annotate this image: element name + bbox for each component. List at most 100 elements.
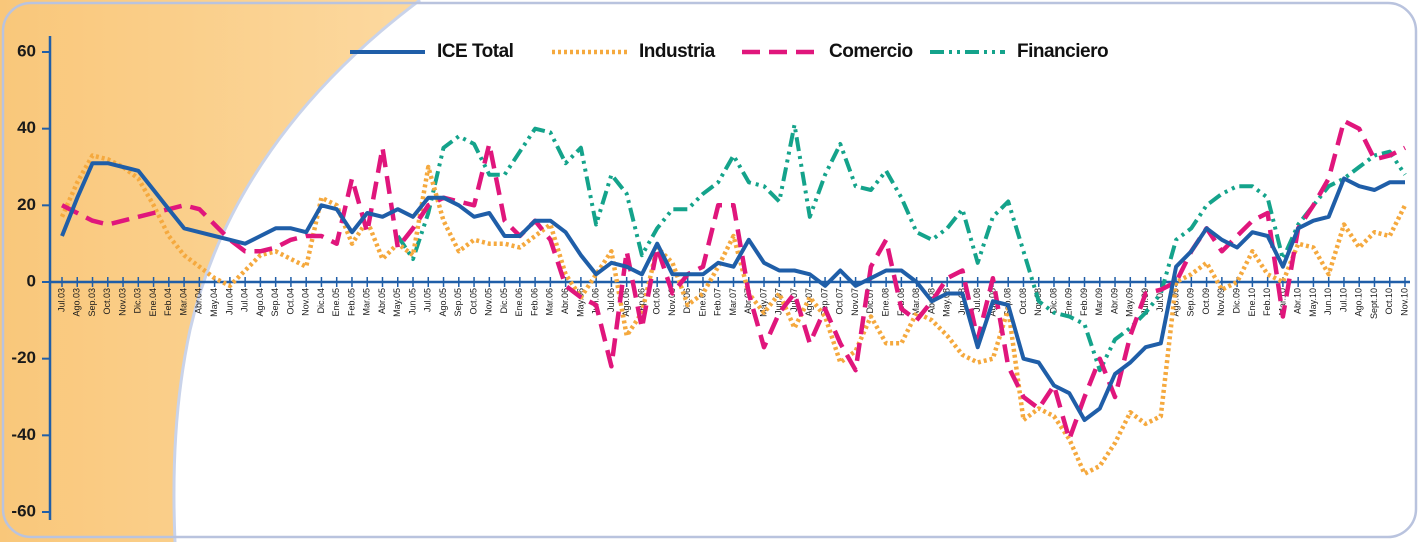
x-tick-label: Mar.07 — [728, 288, 738, 316]
x-tick-label: Mar.09 — [1094, 288, 1104, 316]
series-line — [396, 122, 1407, 373]
legend-label: Comercio — [829, 41, 913, 62]
x-tick-label: Abr.06 — [560, 288, 570, 314]
x-tick-label: May.10 — [1308, 288, 1318, 317]
x-tick-label: Dic.05 — [499, 288, 509, 314]
x-tick-label: Jul.10 — [1338, 288, 1348, 312]
series-line — [60, 161, 1405, 422]
x-tick-label: Mar.10 — [1277, 288, 1287, 316]
x-tick-label: Sep.08 — [1003, 288, 1013, 317]
x-tick-label: Mar.04 — [178, 288, 188, 316]
x-tick-label: Jul.06 — [606, 288, 616, 312]
x-tick-label: Oct.07 — [835, 288, 845, 315]
x-tick-label: Ago.07 — [804, 288, 814, 317]
x-tick-label: Feb.07 — [713, 288, 723, 316]
x-tick-label: Ago.05 — [438, 288, 448, 317]
y-tick-label: -20 — [11, 348, 36, 367]
x-tick-label: Jul.03 — [56, 288, 66, 312]
x-tick-label: Feb.04 — [163, 288, 173, 316]
y-tick-label: 60 — [17, 41, 36, 60]
x-tick-label: Oct.05 — [468, 288, 478, 315]
x-tick-label: Jun.04 — [224, 288, 234, 315]
x-tick-label: Abr.09 — [1109, 288, 1119, 314]
x-tick-label: Abr.05 — [377, 288, 387, 314]
x-tick-label: Abr.07 — [743, 288, 753, 314]
x-tick-label: Ago.10 — [1354, 288, 1364, 317]
x-tick-label: Ene.07 — [697, 288, 707, 317]
x-tick-label: Jul.04 — [240, 288, 250, 312]
x-tick-label: Ene.10 — [1247, 288, 1257, 317]
series-line — [60, 118, 1407, 442]
x-tick-label: Mar.08 — [911, 288, 921, 316]
x-tick-label: Mar.05 — [362, 288, 372, 316]
x-tick-label: Ene.04 — [148, 288, 158, 317]
y-tick-label: -40 — [11, 425, 36, 444]
x-tick-label: Ene.09 — [1064, 288, 1074, 317]
x-tick-label: Oct.06 — [652, 288, 662, 315]
x-tick-label: Mar.06 — [545, 288, 555, 316]
series-line — [59, 153, 1408, 476]
y-tick-label: -60 — [11, 501, 36, 520]
x-tick-label: May.04 — [209, 288, 219, 317]
x-tick-label: Ago.06 — [621, 288, 631, 317]
x-tick-label: May.09 — [1125, 288, 1135, 317]
x-tick-label: Oct.03 — [102, 288, 112, 315]
x-tick-label: Nov.07 — [850, 288, 860, 316]
x-tick-label: Jul.07 — [789, 288, 799, 312]
y-tick-label: 0 — [27, 271, 36, 290]
x-tick-label: May.06 — [575, 288, 585, 317]
x-tick-label: Sept.10 — [1369, 288, 1379, 319]
x-tick-label: Jul.08 — [972, 288, 982, 312]
x-tick-label: May.07 — [758, 288, 768, 317]
background-swoosh — [0, 0, 420, 542]
x-tick-label: Nov.10 — [1399, 288, 1409, 316]
x-tick-label: Jun.10 — [1323, 288, 1333, 315]
x-tick-label: Ago.04 — [255, 288, 265, 317]
x-tick-label: Ene.05 — [331, 288, 341, 317]
x-tick-label: Sep.04 — [270, 288, 280, 317]
x-tick-label: Jun.06 — [591, 288, 601, 315]
x-tick-label: Sep.07 — [819, 288, 829, 317]
x-tick-label: Ago.03 — [72, 288, 82, 317]
x-tick-label: Ene.08 — [880, 288, 890, 317]
x-tick-label: Sep.05 — [453, 288, 463, 317]
x-tick-label: Nov.05 — [484, 288, 494, 316]
x-tick-label: Oct.09 — [1201, 288, 1211, 315]
x-tick-label: Nov.04 — [301, 288, 311, 316]
x-tick-label: Sep.06 — [636, 288, 646, 317]
legend: ICE Total Industria Comercio Financiero — [350, 41, 1109, 62]
x-tick-label: May.05 — [392, 288, 402, 317]
x-tick-label: Abr.10 — [1293, 288, 1303, 314]
x-tick-label: Jul.09 — [1155, 288, 1165, 312]
x-tick-label: Nov.06 — [667, 288, 677, 316]
x-tick-label: Dic.03 — [133, 288, 143, 314]
x-tick-label: Feb.09 — [1079, 288, 1089, 316]
x-tick-label: Sep.03 — [87, 288, 97, 317]
x-tick-label: Jul.05 — [423, 288, 433, 312]
x-tick-label: Dic.04 — [316, 288, 326, 314]
x-tick-label: Dic.06 — [682, 288, 692, 314]
swoosh-edge — [172, 0, 421, 543]
x-tick-label: Feb.05 — [346, 288, 356, 316]
x-tick-label: Dic.07 — [865, 288, 875, 314]
x-tick-label: Feb.10 — [1262, 288, 1272, 316]
x-tick-label: Ene.06 — [514, 288, 524, 317]
legend-label: ICE Total — [437, 41, 513, 62]
x-tick-label: Dic.09 — [1232, 288, 1242, 314]
x-tick-label: Jun.05 — [407, 288, 417, 315]
x-tick-label: Feb.06 — [529, 288, 539, 316]
x-tick-label: Sep.09 — [1186, 288, 1196, 317]
x-tick-label: Nov.09 — [1216, 288, 1226, 316]
x-tick-label: Oct.08 — [1018, 288, 1028, 315]
y-tick-label: 20 — [17, 195, 36, 214]
x-tick-label: Dic.08 — [1048, 288, 1058, 314]
x-tick-label: Oct.04 — [285, 288, 295, 315]
x-tick-label: May.08 — [942, 288, 952, 317]
x-tick-label: Nov.03 — [117, 288, 127, 316]
x-tick-label: Jun.08 — [957, 288, 967, 315]
x-tick-label: Jun.07 — [774, 288, 784, 315]
legend-label: Industria — [639, 41, 716, 62]
y-tick-label: 40 — [17, 118, 36, 137]
